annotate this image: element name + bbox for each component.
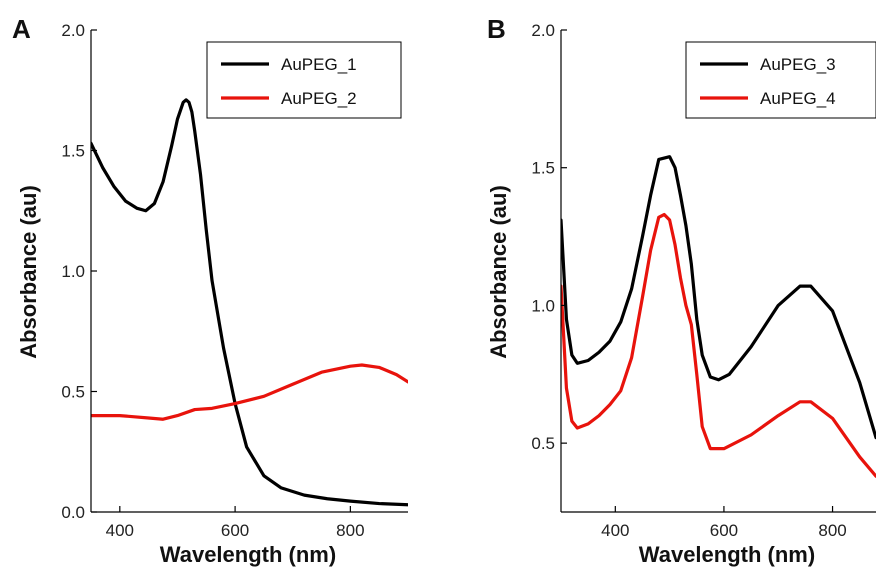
y-tick-label: 0.0 xyxy=(61,503,85,522)
x-tick-label: 800 xyxy=(336,521,364,540)
legend-box xyxy=(685,41,876,119)
series-line-aupeg-3 xyxy=(561,155,876,440)
x-tick-label: 800 xyxy=(818,521,846,540)
y-tick-label: 1.0 xyxy=(61,262,85,281)
series-line-aupeg-1 xyxy=(91,98,408,507)
legend-label: AuPEG_3 xyxy=(760,55,836,74)
series-line-aupeg-4 xyxy=(561,212,876,478)
x-tick-label: 600 xyxy=(710,521,738,540)
legend: AuPEG_3 AuPEG_4 xyxy=(685,41,876,119)
x-tick-label: 600 xyxy=(221,521,249,540)
legend-label: AuPEG_2 xyxy=(281,89,357,108)
y-axis-title: Absorbance (au) xyxy=(16,185,41,359)
x-axis-title: Wavelength (nm) xyxy=(160,542,336,567)
y-tick-label: 1.5 xyxy=(61,142,85,161)
y-tick-label: 0.5 xyxy=(531,434,555,453)
legend-box xyxy=(206,41,402,119)
panel-letter: B xyxy=(487,14,506,44)
y-tick-label: 2.0 xyxy=(531,21,555,40)
y-tick-label: 1.0 xyxy=(531,296,555,315)
panel-letter: A xyxy=(12,14,31,44)
series-line-aupeg-2 xyxy=(91,363,408,421)
y-axis-title: Absorbance (au) xyxy=(486,185,511,359)
y-tick-label: 0.5 xyxy=(61,383,85,402)
legend-label: AuPEG_1 xyxy=(281,55,357,74)
legend: AuPEG_1 AuPEG_2 xyxy=(206,41,402,119)
x-tick-label: 400 xyxy=(601,521,629,540)
legend-label: AuPEG_4 xyxy=(760,89,836,108)
y-tick-label: 2.0 xyxy=(61,21,85,40)
x-axis-title: Wavelength (nm) xyxy=(639,542,815,567)
x-tick-label: 400 xyxy=(106,521,134,540)
y-tick-label: 1.5 xyxy=(531,159,555,178)
